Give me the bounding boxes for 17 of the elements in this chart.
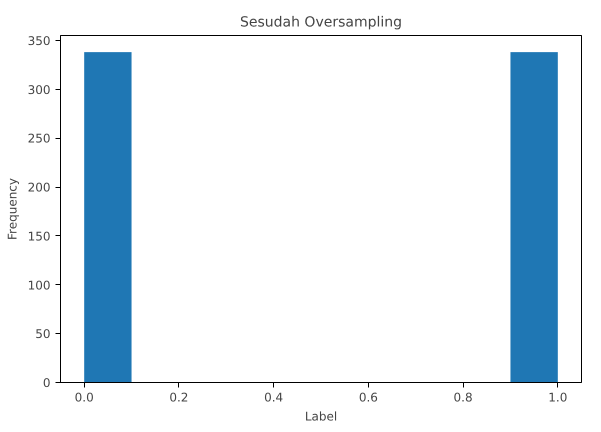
y-axis-title: Frequency (6, 178, 20, 240)
y-tick-label: 100 (28, 278, 50, 292)
y-tick-label: 0 (42, 376, 51, 390)
x-tick-label: 1.0 (548, 390, 568, 404)
x-tick-label: 0.8 (454, 390, 473, 404)
y-tick-label: 350 (28, 34, 50, 48)
chart-title: Sesudah Oversampling (240, 14, 402, 30)
y-tick-label: 150 (28, 229, 50, 244)
y-tick-label: 200 (28, 180, 50, 195)
x-tick-label: 0.0 (74, 390, 94, 404)
x-tick-label: 0.6 (358, 390, 378, 404)
y-tick-label: 250 (28, 132, 50, 146)
x-tick-label: 0.4 (264, 390, 284, 404)
x-axis-title: Label (304, 410, 338, 424)
y-tick-label: 50 (35, 327, 51, 342)
y-tick-label: 300 (28, 82, 50, 97)
x-tick-label: 0.2 (169, 390, 188, 404)
